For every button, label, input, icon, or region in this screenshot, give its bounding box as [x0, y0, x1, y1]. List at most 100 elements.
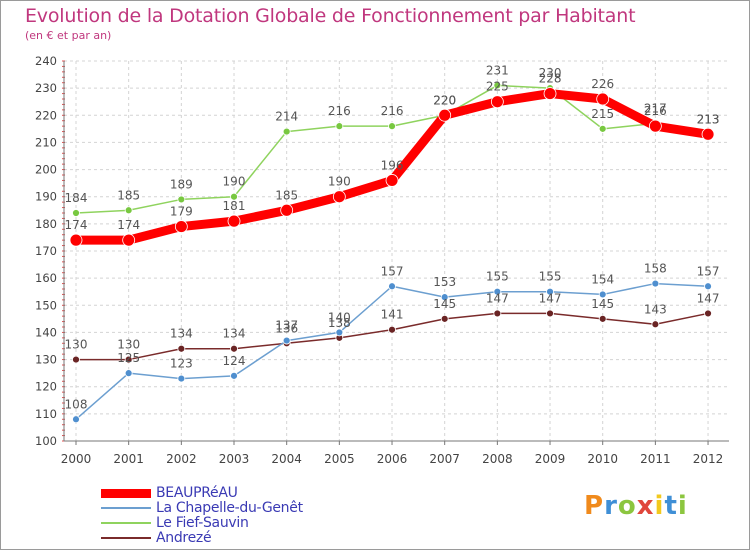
data-point — [546, 287, 554, 296]
data-label: 125 — [117, 351, 140, 365]
data-point — [174, 220, 188, 233]
data-point — [72, 209, 80, 217]
logo-letter: o — [617, 491, 637, 521]
y-tick-label: 200 — [35, 163, 57, 177]
data-label: 134 — [170, 327, 193, 341]
data-label: 124 — [223, 354, 246, 368]
data-point — [227, 214, 241, 228]
data-label: 145 — [591, 297, 614, 311]
x-tick-label: 2012 — [693, 452, 724, 466]
proxiti-logo: Proxiti — [584, 491, 688, 521]
data-label: 137 — [275, 319, 298, 333]
logo-letter: r — [604, 491, 618, 521]
data-label: 155 — [539, 270, 562, 284]
legend-item-la-chapelle: La Chapelle-du-Genêt — [101, 500, 361, 516]
data-point — [177, 195, 186, 204]
data-point — [332, 190, 346, 204]
data-label: 179 — [170, 205, 193, 219]
data-point — [282, 127, 291, 136]
x-tick-label: 2003 — [219, 452, 250, 466]
chart-subtitle: (en € et par an) — [25, 29, 112, 42]
y-tick-label: 220 — [35, 108, 57, 122]
data-label: 196 — [381, 158, 404, 172]
data-label: 134 — [223, 327, 246, 341]
logo-letter: i — [654, 491, 665, 521]
legend-swatch-le-fief-sauvin — [101, 522, 151, 524]
data-point — [648, 119, 662, 133]
x-tick-label: 2006 — [377, 452, 408, 466]
y-tick-label: 180 — [35, 217, 57, 231]
data-point — [543, 87, 557, 100]
y-tick-label: 120 — [35, 380, 57, 394]
data-label: 217 — [644, 101, 667, 115]
legend-swatch-andreze — [101, 537, 151, 539]
legend-item-le-fief-sauvin: Le Fief-Sauvin — [101, 515, 361, 531]
data-point — [69, 233, 83, 247]
data-point — [124, 369, 133, 378]
data-label: 138 — [328, 316, 351, 330]
data-label: 215 — [591, 107, 614, 121]
data-label: 147 — [486, 291, 509, 305]
data-point — [546, 309, 554, 318]
y-tick-label: 100 — [35, 434, 57, 448]
logo-letter: x — [636, 491, 655, 521]
data-label: 157 — [697, 264, 720, 278]
y-tick-label: 130 — [35, 353, 57, 367]
data-label: 190 — [223, 175, 246, 189]
x-tick-label: 2002 — [166, 452, 197, 466]
data-label: 220 — [433, 93, 456, 107]
data-label: 185 — [117, 188, 140, 202]
data-label: 230 — [539, 66, 562, 80]
data-label: 140 — [328, 310, 351, 324]
x-tick-label: 2009 — [535, 452, 566, 466]
legend-label-la-chapelle: La Chapelle-du-Genêt — [156, 500, 303, 516]
data-label: 153 — [433, 275, 456, 289]
data-label: 130 — [117, 338, 140, 352]
data-label: 213 — [697, 112, 720, 126]
data-label: 147 — [697, 291, 720, 305]
y-tick-label: 150 — [35, 298, 57, 312]
data-label: 158 — [644, 262, 667, 276]
y-tick-label: 170 — [35, 244, 57, 258]
data-point — [598, 314, 607, 323]
data-point — [490, 95, 504, 109]
data-label: 226 — [591, 77, 614, 91]
data-point — [230, 344, 238, 353]
data-label: 108 — [65, 397, 88, 411]
data-label: 154 — [591, 272, 614, 286]
x-tick-label: 2008 — [482, 452, 513, 466]
data-point — [493, 287, 502, 296]
data-point — [124, 355, 133, 364]
data-point — [124, 206, 133, 215]
logo-letter: i — [677, 491, 688, 521]
logo-letter: P — [584, 491, 605, 521]
data-point — [598, 290, 607, 299]
data-label: 147 — [539, 291, 562, 305]
data-label: 123 — [170, 357, 193, 371]
x-tick-label: 2005 — [324, 452, 355, 466]
data-label: 130 — [65, 338, 88, 352]
data-point — [596, 92, 610, 106]
data-point — [72, 355, 80, 364]
data-label: 145 — [433, 297, 456, 311]
x-tick-label: 2004 — [271, 452, 302, 466]
data-label: 216 — [328, 104, 351, 118]
data-label: 216 — [381, 104, 404, 118]
data-point — [388, 325, 396, 334]
legend-label-beaupreau: BEAUPRéAU — [156, 485, 238, 501]
legend-swatch-la-chapelle — [101, 507, 151, 509]
legend-item-beaupreau: BEAUPRéAU — [101, 485, 361, 501]
data-label: 214 — [275, 110, 298, 124]
data-label: 181 — [223, 199, 246, 213]
data-point — [651, 320, 660, 329]
data-label: 228 — [539, 72, 562, 86]
data-point — [177, 344, 186, 353]
data-point — [701, 127, 715, 141]
data-point — [440, 293, 449, 302]
data-label: 220 — [433, 93, 456, 107]
y-tick-label: 190 — [35, 190, 57, 204]
data-point — [335, 328, 344, 337]
data-point — [704, 282, 712, 291]
data-label: 225 — [486, 80, 509, 94]
